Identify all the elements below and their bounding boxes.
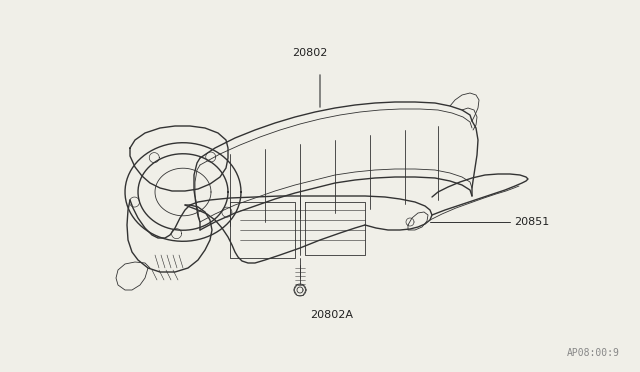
Text: AP08:00:9: AP08:00:9: [567, 348, 620, 358]
Text: 20802A: 20802A: [310, 310, 353, 320]
Text: 20802: 20802: [292, 48, 328, 58]
Text: 20851: 20851: [514, 217, 549, 227]
